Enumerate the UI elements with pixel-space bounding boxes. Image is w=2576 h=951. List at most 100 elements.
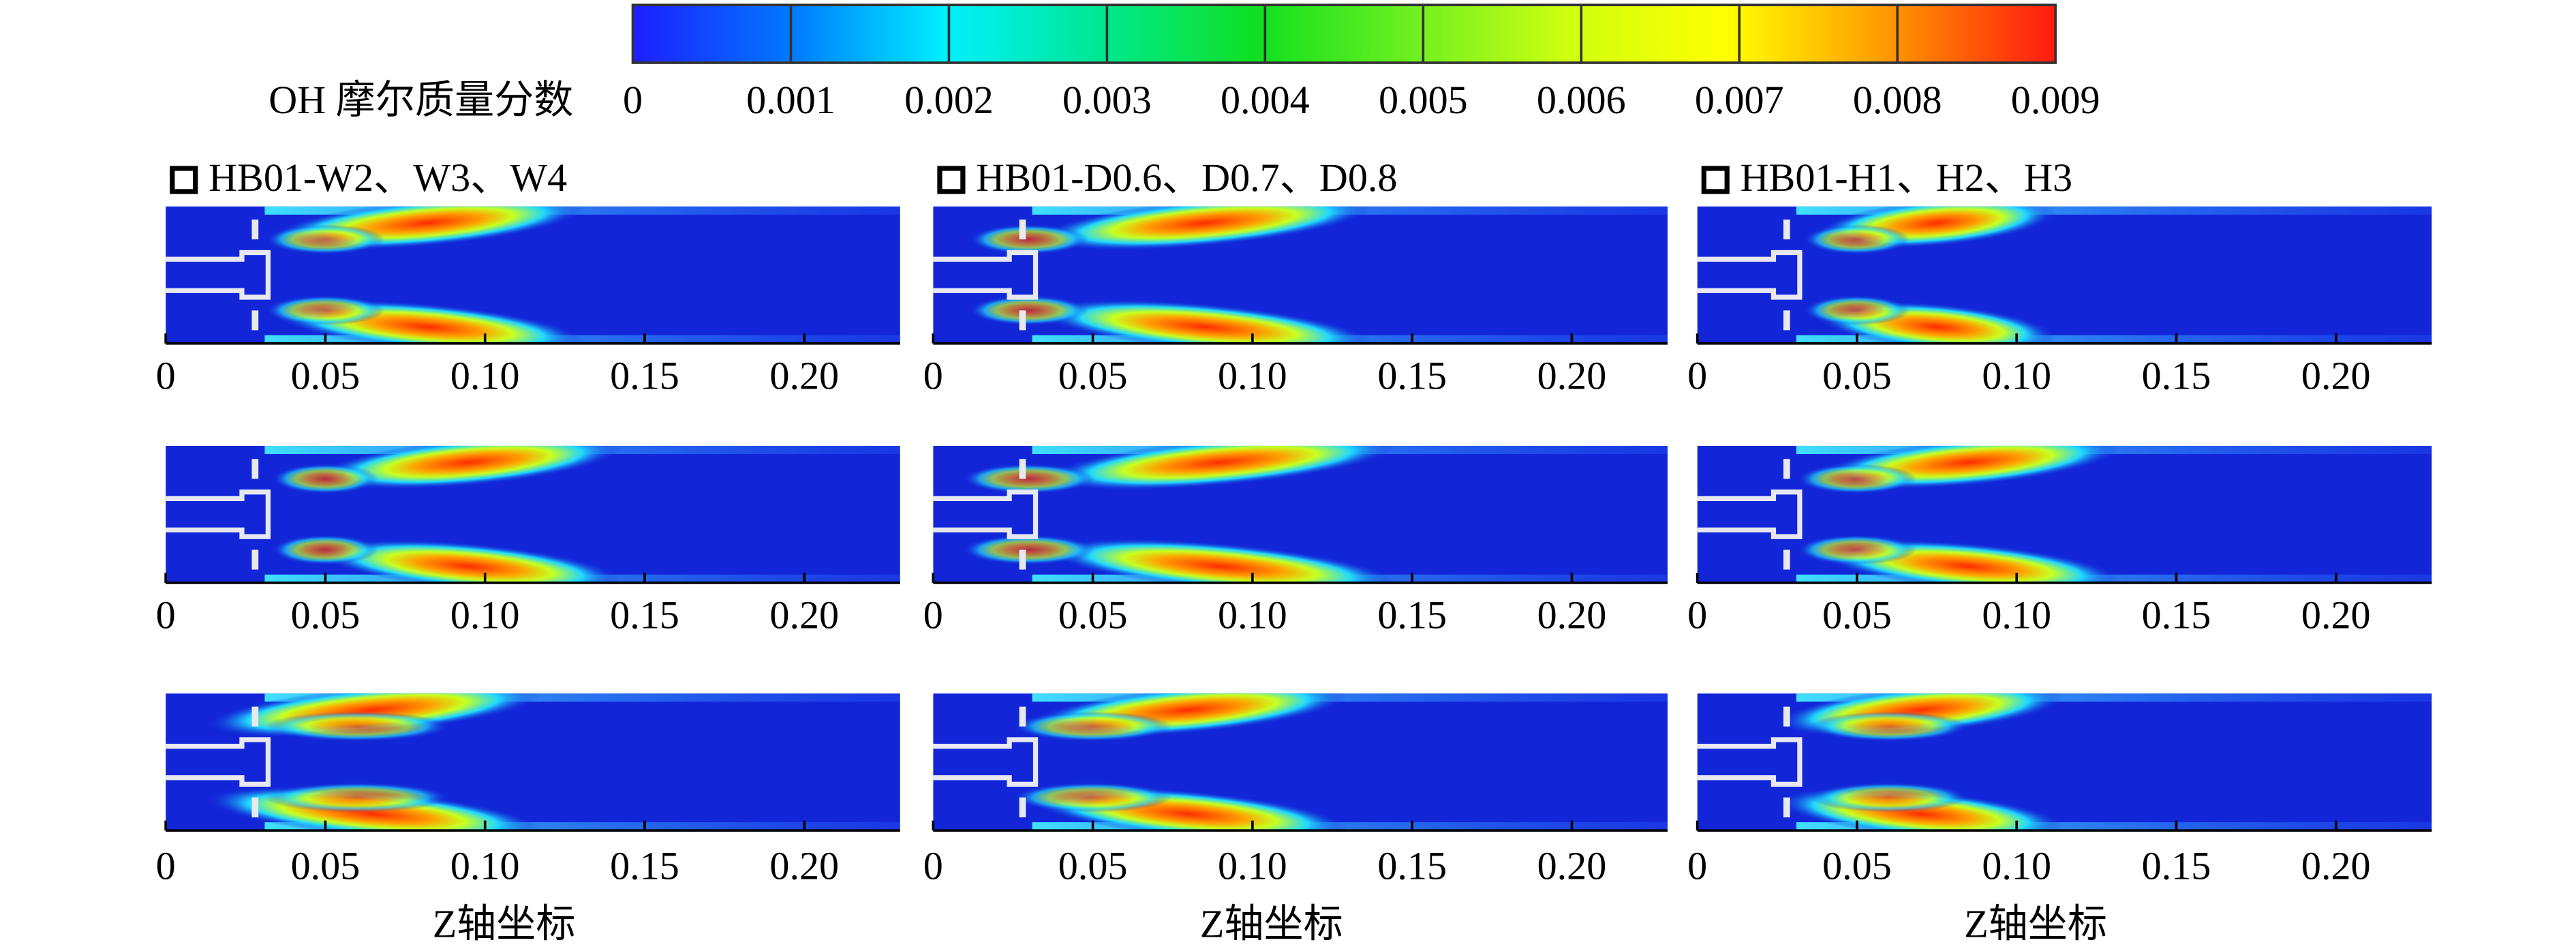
x-tick-label: 0.10: [450, 353, 520, 397]
column-title: HB01-H1、H2、H3: [1741, 155, 2072, 200]
x-tick-label: 0.05: [1058, 353, 1128, 397]
contour-panel: [1697, 206, 2432, 344]
x-tick-label: 0: [1687, 593, 1707, 637]
flame-zone: [264, 711, 450, 742]
flame-zone: [962, 464, 1095, 494]
flame-zone: [1045, 539, 1396, 583]
legend-box: [170, 166, 198, 194]
x-tick-label: 0.10: [1982, 844, 2051, 888]
x-tick-label: 0.20: [2301, 593, 2371, 637]
flame-zone: [264, 782, 450, 813]
contour-field: [1697, 693, 2432, 831]
flame-zone: [266, 295, 385, 326]
x-tick-label: 0.10: [450, 593, 520, 637]
x-tick-label: 0.05: [1058, 844, 1128, 888]
flame-zone: [962, 534, 1095, 565]
x-tick-label: 0: [923, 353, 943, 397]
flame-zone: [1809, 711, 1969, 742]
x-tick-label: 0.05: [291, 353, 361, 397]
contour-field: [933, 445, 1668, 583]
colorbar-tick-label: 0.002: [904, 78, 994, 122]
colorbar-label: OH 摩尔质量分数: [269, 78, 573, 122]
injector-outline: [1697, 250, 1803, 300]
flame-zone: [318, 539, 621, 583]
x-axis-label: Z轴坐标: [433, 901, 576, 946]
x-tick-label: 0.20: [769, 844, 839, 888]
contour-panel: [1697, 693, 2432, 831]
injector-outline: [933, 737, 1039, 787]
flame-zone: [1037, 206, 1372, 250]
x-tick-label: 0.10: [1218, 593, 1287, 637]
colorbar-tick-label: 0: [623, 78, 643, 122]
injector-outline: [1697, 489, 1803, 539]
colorbar-tick-label: 0.005: [1379, 78, 1468, 122]
contour-panel: [166, 693, 900, 831]
flame-zone: [969, 224, 1089, 254]
contour-panel: [933, 693, 1668, 831]
flame-zone: [1037, 299, 1372, 344]
x-tick-label: 0.15: [1377, 844, 1447, 888]
x-tick-label: 0.15: [1377, 593, 1447, 637]
x-axis-label: Z轴坐标: [1964, 901, 2107, 946]
x-tick-label: 0: [1687, 844, 1707, 888]
x-tick-label: 0.15: [2142, 353, 2211, 397]
x-tick-label: 0.15: [2142, 593, 2211, 637]
flame-zone: [266, 224, 385, 254]
flame-zone: [1804, 224, 1910, 254]
colorbar-tick-label: 0.003: [1062, 78, 1152, 122]
injector-outline: [933, 250, 1039, 300]
x-tick-label: 0.05: [1822, 353, 1892, 397]
column-title: HB01-W2、W3、W4: [209, 155, 567, 200]
x-tick-label: 0.20: [1537, 844, 1607, 888]
x-tick-label: 0.20: [1537, 353, 1607, 397]
contour-panel: [933, 445, 1668, 583]
x-tick-label: 0: [923, 844, 943, 888]
contour-panel: [166, 445, 900, 583]
colorbar-tick-label: 0.007: [1695, 78, 1784, 122]
contour-panel: [166, 206, 900, 344]
flame-zone: [1045, 445, 1396, 490]
flame-zone: [969, 295, 1089, 326]
x-tick-label: 0.20: [769, 353, 839, 397]
injector-outline: [166, 737, 271, 787]
x-tick-label: 0: [923, 593, 943, 637]
colorbar-tick-label: 0.006: [1537, 78, 1626, 122]
flame-zone: [1804, 295, 1910, 326]
x-tick-label: 0.15: [1377, 353, 1447, 397]
field-background: [1697, 206, 2432, 344]
flame-zone: [1797, 534, 1917, 565]
x-tick-label: 0.20: [2301, 844, 2371, 888]
x-axis-label: Z轴坐标: [1200, 901, 1343, 946]
injector-outline: [1697, 737, 1803, 787]
x-tick-label: 0.15: [2142, 844, 2211, 888]
x-tick-label: 0: [156, 844, 176, 888]
contour-panel: [933, 206, 1668, 344]
x-tick-label: 0.05: [1058, 593, 1128, 637]
x-tick-label: 0.20: [769, 593, 839, 637]
x-tick-label: 0.05: [1822, 844, 1892, 888]
contour-field: [166, 445, 900, 583]
x-tick-label: 0.10: [1218, 844, 1287, 888]
colorbar: [631, 3, 2057, 64]
injector-outline: [166, 250, 271, 300]
x-tick-label: 0.20: [1537, 593, 1607, 637]
contour-field: [166, 206, 900, 344]
legend-box: [1701, 166, 1730, 194]
x-tick-label: 0.10: [1982, 593, 2051, 637]
flame-zone: [1797, 464, 1917, 494]
x-tick-label: 0.10: [450, 844, 520, 888]
x-tick-label: 0.10: [1218, 353, 1287, 397]
x-tick-label: 0: [156, 353, 176, 397]
flame-zone: [1809, 782, 1969, 813]
x-tick-label: 0: [156, 593, 176, 637]
injector-outline: [166, 489, 271, 539]
flame-zone: [272, 534, 378, 565]
colorbar-tick-label: 0.008: [1853, 78, 1942, 122]
contour-field: [933, 693, 1668, 831]
x-tick-label: 0.20: [2301, 353, 2371, 397]
contour-field: [933, 206, 1668, 344]
x-tick-label: 0.15: [610, 844, 679, 888]
x-tick-label: 0.05: [1822, 593, 1892, 637]
x-tick-label: 0: [1687, 353, 1707, 397]
